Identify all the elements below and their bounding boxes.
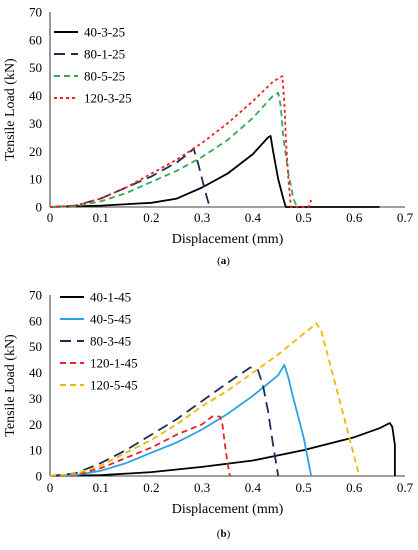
y-tick-label: 30 (29, 116, 42, 131)
y-tick-label: 50 (29, 339, 42, 354)
series-line-40-3-25 (49, 135, 380, 208)
series-line-40-5-45 (49, 363, 313, 477)
y-tick-label: 10 (29, 443, 42, 458)
series-line-80-5-25 (49, 91, 298, 208)
series-line-80-1-25 (49, 147, 211, 208)
y-tick-label: 10 (29, 172, 42, 187)
y-tick-label: 40 (29, 365, 42, 380)
y-tick-label: 30 (29, 391, 42, 406)
x-tick-label: 0.3 (194, 480, 210, 495)
x-tick-label: 0.2 (143, 210, 159, 225)
y-tick-label: 60 (29, 32, 42, 47)
x-tick-label: 0.6 (346, 480, 363, 495)
x-axis-label: Displacement (mm) (172, 502, 284, 517)
x-tick-label: 0.2 (143, 480, 159, 495)
x-tick-label: 0 (47, 480, 54, 495)
x-tick-label: 0.1 (93, 480, 109, 495)
x-tick-label: 0.5 (295, 480, 311, 495)
x-tick-label: 0.7 (397, 480, 414, 495)
panel-label: (a) (217, 255, 230, 267)
legend-label: 40-1-45 (90, 290, 131, 305)
x-tick-label: 0.6 (346, 210, 363, 225)
series-line-80-3-45 (49, 366, 280, 477)
series-line-120-3-25 (49, 75, 313, 208)
y-axis-label: Tensile Load (kN) (3, 334, 18, 437)
legend-label: 80-1-25 (84, 47, 125, 62)
x-tick-label: 0.5 (295, 210, 311, 225)
x-tick-label: 0 (47, 210, 54, 225)
legend-label: 40-5-45 (90, 312, 131, 327)
legend-label: 120-3-25 (84, 91, 132, 106)
legend-label: 120-1-45 (90, 356, 138, 371)
y-tick-label: 60 (29, 313, 42, 328)
y-tick-label: 70 (29, 288, 42, 303)
x-tick-label: 0.1 (93, 210, 109, 225)
y-tick-label: 0 (36, 469, 43, 484)
x-tick-label: 0.4 (245, 210, 262, 225)
y-tick-label: 50 (29, 60, 42, 75)
series-line-40-1-45 (49, 422, 396, 477)
series-line-120-5-45 (49, 322, 361, 477)
y-tick-label: 70 (29, 5, 42, 20)
series-line-120-1-45 (49, 415, 231, 477)
legend-label: 120-5-45 (90, 378, 138, 393)
y-tick-label: 20 (29, 417, 42, 432)
y-tick-label: 0 (36, 200, 43, 215)
x-tick-label: 0.3 (194, 210, 210, 225)
y-tick-label: 40 (29, 88, 42, 103)
x-axis-label: Displacement (mm) (172, 232, 284, 247)
panel-label: (b) (217, 528, 231, 540)
legend-label: 80-3-45 (90, 334, 131, 349)
x-tick-label: 0.7 (397, 210, 414, 225)
x-tick-label: 0.4 (245, 480, 262, 495)
y-tick-label: 20 (29, 144, 42, 159)
legend-label: 40-3-25 (84, 25, 125, 40)
legend-label: 80-5-25 (84, 69, 125, 84)
y-axis-label: Tensile Load (kN) (3, 58, 18, 161)
